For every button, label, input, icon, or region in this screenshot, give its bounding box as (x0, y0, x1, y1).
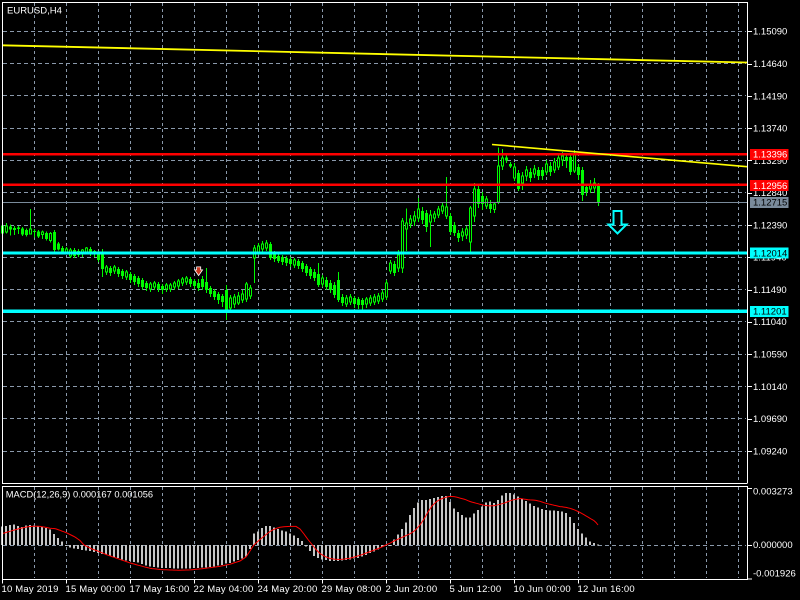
svg-text:1.10140: 1.10140 (753, 382, 787, 393)
svg-text:12 Jun 16:00: 12 Jun 16:00 (578, 584, 635, 595)
svg-text:1.09240: 1.09240 (753, 446, 787, 457)
svg-text:1.14190: 1.14190 (753, 91, 787, 102)
svg-text:10 May 2019: 10 May 2019 (2, 584, 59, 595)
svg-text:0.000000: 0.000000 (753, 540, 793, 551)
svg-text:1.11040: 1.11040 (753, 317, 787, 328)
svg-text:1.09690: 1.09690 (753, 414, 787, 425)
svg-text:2 Jun 20:00: 2 Jun 20:00 (386, 584, 438, 595)
svg-text:10 Jun 00:00: 10 Jun 00:00 (514, 584, 571, 595)
svg-text:1.15090: 1.15090 (753, 27, 787, 38)
svg-text:1.12840: 1.12840 (753, 188, 787, 199)
svg-text:22 May 04:00: 22 May 04:00 (194, 584, 254, 595)
svg-text:1.10590: 1.10590 (753, 350, 787, 361)
svg-text:MACD(12,26,9) 0.000167 0.00105: MACD(12,26,9) 0.000167 0.001056 (6, 490, 153, 500)
svg-text:1.12956: 1.12956 (753, 181, 787, 192)
svg-text:1.12014: 1.12014 (753, 248, 787, 259)
svg-text:17 May 16:00: 17 May 16:00 (130, 584, 190, 595)
svg-text:EURUSD,H4: EURUSD,H4 (7, 6, 62, 17)
svg-text:1.12390: 1.12390 (753, 220, 787, 231)
svg-text:24 May 20:00: 24 May 20:00 (258, 584, 318, 595)
svg-text:-0.001926: -0.001926 (753, 568, 796, 579)
svg-text:1.14640: 1.14640 (753, 59, 787, 70)
svg-text:0.003273: 0.003273 (753, 487, 793, 498)
svg-text:1.12715: 1.12715 (753, 198, 787, 209)
svg-text:15 May 00:00: 15 May 00:00 (66, 584, 126, 595)
svg-text:29 May 08:00: 29 May 08:00 (322, 584, 382, 595)
svg-text:1.11490: 1.11490 (753, 285, 787, 296)
svg-text:1.13740: 1.13740 (753, 124, 787, 135)
svg-text:5 Jun 12:00: 5 Jun 12:00 (450, 584, 502, 595)
svg-text:1.11201: 1.11201 (753, 307, 787, 318)
svg-text:1.13396: 1.13396 (753, 150, 787, 161)
svg-text:1.13290: 1.13290 (753, 156, 787, 167)
